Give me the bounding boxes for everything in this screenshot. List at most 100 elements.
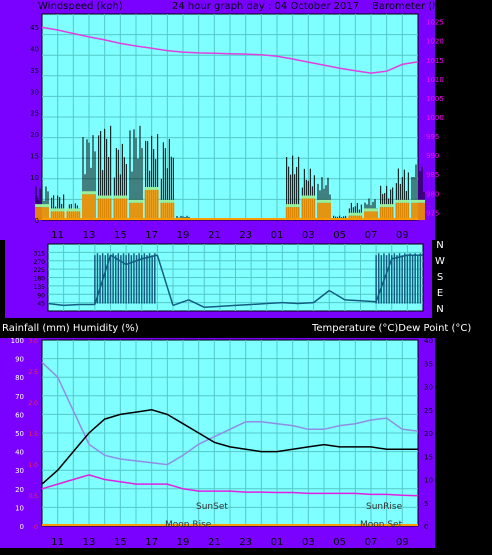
x-tick-label: 15 — [114, 230, 127, 241]
chart-title: 24 hour graph day : 04 October 2017 — [172, 1, 359, 12]
x-tick-label: 11 — [51, 537, 64, 548]
x-tick-label: 03 — [302, 230, 315, 241]
tick-label: 1015 — [426, 57, 444, 65]
tick-label: 180 — [34, 276, 46, 283]
gust-bar — [395, 202, 410, 220]
direction-segment — [328, 289, 346, 301]
tick-label: 25 — [30, 110, 39, 118]
wind-avg-bar — [160, 199, 175, 203]
humidity-tick: 100 — [11, 337, 24, 345]
humidity-tick: 70 — [15, 393, 24, 401]
direction-segment — [188, 299, 205, 308]
x-tick-label: 17 — [145, 537, 158, 548]
humidity-tick: 30 — [15, 467, 24, 475]
x-tick-label: 19 — [177, 537, 190, 548]
humidity-tick: 50 — [15, 430, 24, 438]
tick-label: 135 — [34, 284, 46, 291]
tick-label: 985 — [426, 171, 439, 179]
humidity-tick: 20 — [15, 486, 24, 494]
wind-avg-bar — [379, 204, 394, 208]
wind-avg-bar — [285, 204, 300, 208]
barometer-line — [41, 26, 419, 74]
tick-label: 10 — [30, 174, 39, 182]
compass-label: S — [437, 272, 443, 283]
tick-label: 270 — [34, 259, 46, 266]
tick-label: 30 — [30, 88, 39, 96]
tick-label: 1005 — [426, 95, 444, 103]
direction-segment — [266, 301, 283, 305]
direction-segment — [204, 305, 220, 309]
compass-label: E — [437, 288, 443, 299]
tick-label: 90 — [37, 292, 45, 299]
gust-bar — [113, 198, 128, 220]
x-tick-label: 17 — [145, 230, 158, 241]
gust-bar — [285, 207, 300, 220]
tick-label: 45 — [37, 301, 45, 308]
tick-label: 45 — [30, 24, 39, 32]
sunset-label: SunSet — [196, 502, 228, 512]
x-tick-label: 07 — [365, 537, 378, 548]
x-tick-label: 01 — [271, 230, 284, 241]
rain-tick: 0 — [34, 524, 38, 531]
x-tick-label: 21 — [208, 537, 221, 548]
wind-avg-bar — [301, 195, 316, 199]
tick-label: 0 — [35, 217, 39, 225]
temp-tick: 30 — [424, 384, 433, 392]
tick-label: 995 — [426, 133, 439, 141]
wind-avg-bar — [35, 204, 49, 208]
humidity-tick: 40 — [15, 449, 24, 457]
gust-bar — [35, 207, 49, 220]
tick-label: 35 — [30, 67, 39, 75]
rain-tick: 2.5 — [28, 369, 38, 376]
wind-avg-bar — [82, 191, 96, 195]
moonrise-label: Moon Rise — [165, 520, 212, 530]
tick-label: 315 — [34, 250, 46, 257]
direction-segment — [94, 254, 112, 305]
moonset-label: Moon Set — [360, 520, 403, 530]
tick-label: 1010 — [426, 76, 444, 84]
direction-segment — [219, 304, 236, 308]
wind-avg-bar — [66, 208, 81, 212]
temp-grid — [42, 340, 418, 526]
temperature-line — [41, 409, 418, 485]
humidity-ticks: 0 10 20 30 40 50 60 70 80 90 100 — [11, 337, 24, 531]
compass-label: N — [436, 304, 443, 315]
tick-label: 225 — [34, 267, 46, 274]
temp-dewpoint-label: Temperature (°C)Dew Point (°C) — [311, 323, 471, 334]
direction-segment — [110, 254, 127, 266]
gust-bar — [129, 202, 143, 220]
x-tick-label: 09 — [396, 537, 409, 548]
direction-segment — [360, 300, 377, 303]
tick-label: 1000 — [426, 114, 444, 122]
gust-bar — [97, 198, 112, 220]
direction-segment — [63, 303, 80, 307]
humidity-line — [41, 361, 419, 466]
gust-bar — [411, 202, 425, 220]
wind-x-ticks: 11 13 15 17 19 21 23 01 03 05 07 09 — [51, 230, 408, 241]
gust-bar — [160, 202, 175, 220]
temp-tick: 15 — [424, 453, 433, 461]
direction-segment — [282, 301, 299, 305]
wind-avg-bar — [411, 199, 425, 203]
gust-bar — [144, 189, 159, 220]
gust-bar — [364, 211, 378, 220]
x-tick-label: 15 — [114, 537, 127, 548]
rain-humidity-label: Rainfall (mm) Humidity (%) — [2, 323, 139, 334]
tick-label: 980 — [426, 190, 439, 198]
x-tick-label: 05 — [333, 230, 346, 241]
temp-tick: 25 — [424, 407, 433, 415]
x-tick-label: 13 — [83, 537, 96, 548]
humidity-tick: 10 — [15, 504, 24, 512]
wind-series-group — [35, 26, 425, 220]
gust-bar — [379, 207, 394, 220]
x-tick-label: 23 — [239, 537, 252, 548]
direction-segment — [235, 303, 252, 307]
x-tick-label: 01 — [271, 537, 284, 548]
wind-avg-bar — [50, 208, 65, 212]
temp-x-ticks: 11 13 15 17 19 21 23 01 03 05 07 09 — [51, 537, 408, 548]
gust-bar — [317, 202, 331, 220]
temp-tick: 10 — [424, 477, 433, 485]
x-tick-label: 23 — [239, 230, 252, 241]
